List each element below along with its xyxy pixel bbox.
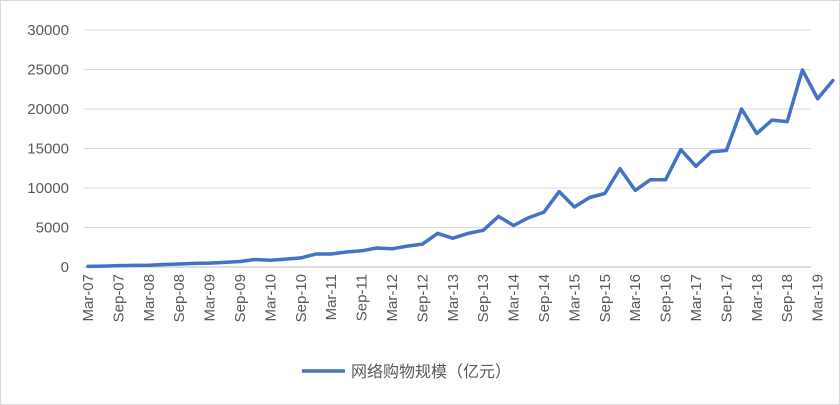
- x-tick-label: Mar-19: [810, 274, 827, 322]
- data-point: [512, 224, 516, 227]
- series-layer: [86, 68, 835, 269]
- data-point: [162, 263, 166, 266]
- data-point: [268, 258, 272, 262]
- data-point: [329, 252, 333, 256]
- x-tick-label: Sep-17: [718, 274, 735, 322]
- data-point: [633, 188, 637, 192]
- data-point: [223, 260, 227, 264]
- data-point: [800, 68, 804, 72]
- data-point: [375, 246, 379, 250]
- data-point: [572, 205, 576, 209]
- data-point: [360, 249, 364, 253]
- x-tick-label: Sep-16: [658, 274, 675, 322]
- data-point: [405, 244, 409, 248]
- x-tick-label: Mar-12: [384, 274, 401, 322]
- x-tick-label: Mar-11: [323, 274, 340, 320]
- data-point: [618, 167, 622, 171]
- data-point: [192, 261, 196, 265]
- x-tick-label: Sep-07: [110, 274, 127, 322]
- data-point: [299, 256, 303, 260]
- data-point: [177, 262, 181, 266]
- data-point: [116, 264, 120, 268]
- data-point: [436, 231, 440, 235]
- data-point: [451, 236, 455, 240]
- data-point: [785, 120, 789, 124]
- x-axis: Mar-07 Sep-07 Mar-08 Sep-08 Mar-09 Sep-09 Mar-…: [80, 274, 827, 322]
- legend-label: 网络购物规模（亿元）: [351, 362, 511, 381]
- x-tick-label: Mar-07: [80, 274, 97, 322]
- data-point: [481, 228, 485, 232]
- x-tick-label: Sep-08: [171, 274, 188, 322]
- x-tick-label: Sep-11: [354, 274, 371, 321]
- data-point: [390, 247, 394, 251]
- data-point: [831, 79, 835, 83]
- data-point: [588, 196, 592, 199]
- data-point: [679, 148, 683, 152]
- data-point: [101, 264, 105, 268]
- series-line: [86, 68, 835, 269]
- legend: 网络购物规模（亿元）: [302, 362, 511, 381]
- data-point: [284, 257, 288, 261]
- data-point: [147, 263, 151, 267]
- data-point: [420, 242, 424, 246]
- y-tick-label: 15000: [27, 141, 69, 158]
- x-tick-label: Mar-14: [506, 274, 523, 322]
- x-tick-label: Sep-15: [597, 274, 614, 322]
- y-tick-label: 30000: [27, 22, 69, 39]
- data-point: [709, 150, 713, 154]
- x-tick-label: Mar-16: [627, 274, 644, 322]
- x-tick-label: Mar-09: [202, 274, 219, 322]
- x-tick-label: Mar-15: [566, 274, 583, 322]
- x-tick-label: Mar-18: [749, 274, 766, 322]
- data-point: [253, 258, 257, 261]
- y-tick-label: 20000: [27, 101, 69, 118]
- y-tick-label: 0: [61, 259, 69, 276]
- data-point: [496, 214, 500, 218]
- data-point: [755, 132, 759, 135]
- gridlines: [84, 29, 811, 268]
- data-point: [770, 118, 774, 122]
- data-point: [238, 260, 242, 263]
- data-point: [648, 178, 652, 182]
- x-tick-label: Mar-10: [262, 274, 279, 322]
- x-tick-label: Sep-09: [232, 274, 249, 322]
- data-point: [724, 149, 728, 152]
- data-point: [816, 97, 820, 101]
- x-tick-label: Sep-10: [293, 274, 310, 322]
- data-point: [132, 263, 136, 267]
- x-tick-label: Sep-18: [779, 274, 796, 322]
- x-tick-label: Mar-13: [445, 274, 462, 322]
- data-point: [344, 250, 348, 254]
- data-point: [208, 261, 212, 265]
- data-point: [466, 231, 470, 235]
- x-tick-label: Sep-12: [414, 274, 431, 322]
- data-point: [694, 164, 698, 168]
- data-point: [664, 178, 668, 182]
- x-tick-label: Mar-17: [688, 274, 705, 322]
- y-tick-label: 5000: [36, 220, 69, 237]
- x-tick-label: Sep-13: [475, 274, 492, 322]
- data-point: [314, 252, 318, 256]
- y-axis: 0 5000 10000 15000 20000 25000 30000: [27, 22, 69, 276]
- data-point: [86, 264, 90, 268]
- data-point: [557, 190, 561, 194]
- data-point: [527, 216, 531, 220]
- data-point: [542, 210, 546, 214]
- y-tick-label: 25000: [27, 62, 69, 79]
- x-tick-label: Mar-08: [141, 274, 158, 322]
- x-tick-label: Sep-14: [536, 274, 553, 322]
- data-point: [740, 107, 744, 111]
- y-tick-label: 10000: [27, 180, 69, 197]
- data-point: [603, 192, 607, 195]
